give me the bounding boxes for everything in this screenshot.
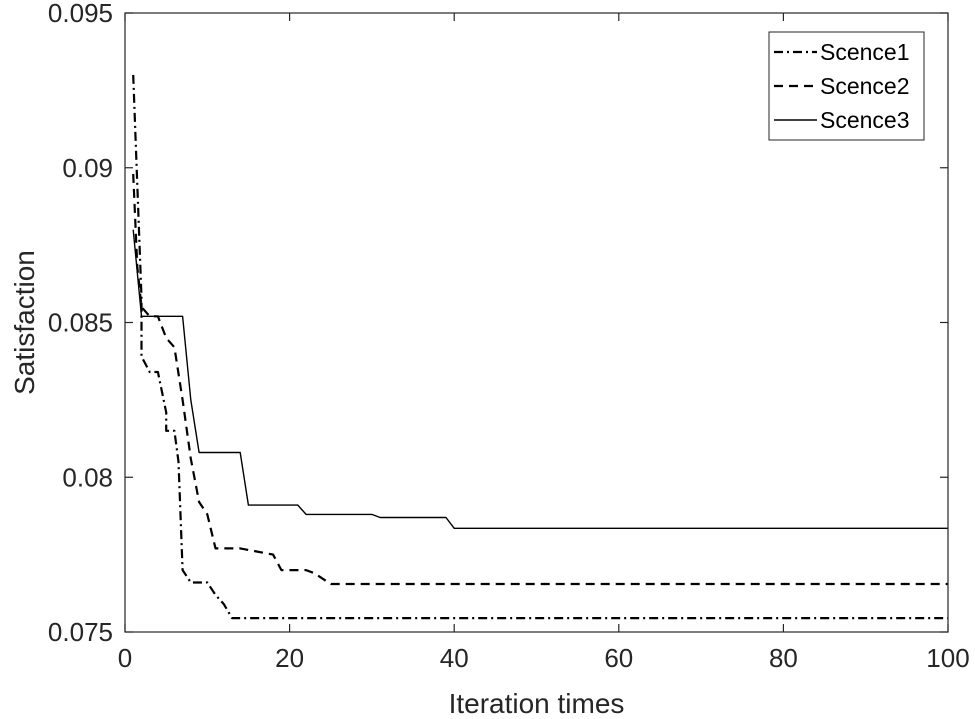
y-tick-label: 0.08	[62, 462, 113, 492]
legend-label-1: Scence1	[820, 39, 910, 65]
ticks-layer: 0 20 40 60 80 100 0.075 0.08 0.085 0.09 0.095	[48, 0, 970, 673]
x-tick-label: 40	[440, 643, 469, 673]
legend: Scence1 Scence2 Scence3	[768, 31, 925, 141]
y-tick-label: 0.09	[62, 153, 113, 183]
series-layer	[132, 74, 948, 620]
x-tick-label: 60	[604, 643, 633, 673]
x-axis-label: Iteration times	[449, 688, 625, 719]
x-tick-label: 20	[275, 643, 304, 673]
x-tick-label: 0	[118, 643, 132, 673]
y-tick-label: 0.085	[48, 308, 113, 338]
series-line-2	[132, 173, 948, 586]
y-tick-label: 0.095	[48, 0, 113, 28]
y-tick-label: 0.075	[48, 617, 113, 647]
series-line-1	[132, 74, 948, 620]
series-line-3	[132, 229, 948, 529]
y-axis-label: Satisfaction	[9, 250, 40, 395]
legend-label-3: Scence3	[820, 107, 910, 133]
x-tick-label: 80	[769, 643, 798, 673]
legend-label-2: Scence2	[820, 73, 910, 99]
x-tick-label: 100	[926, 643, 969, 673]
